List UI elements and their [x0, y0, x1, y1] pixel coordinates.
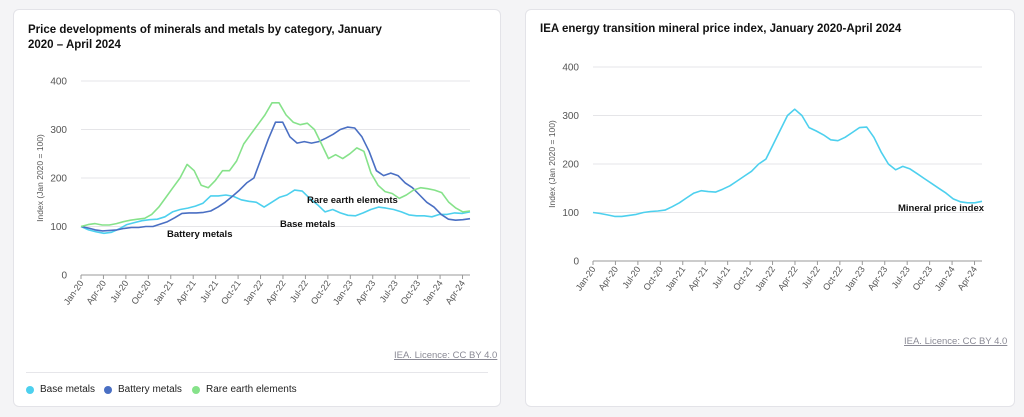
x-tick-label: Apr-21	[174, 278, 198, 306]
y-tick-label: 100	[50, 222, 67, 233]
x-tick-label: Oct-22	[309, 278, 333, 306]
legend-label: Battery metals	[118, 384, 182, 395]
y-tick-label: 400	[50, 77, 67, 88]
series-annotation: Rare earth elements	[307, 195, 398, 206]
x-tick-label: Jan-24	[933, 264, 957, 292]
x-tick-label: Apr-23	[354, 278, 378, 306]
x-tick-label: Jan-23	[331, 278, 355, 306]
chart-title: IEA energy transition mineral price inde…	[540, 23, 902, 35]
mineral-index-card: IEA energy transition mineral price inde…	[525, 9, 1015, 407]
legend-dot-base-metals	[26, 385, 34, 394]
x-tick-label: Oct-21	[731, 264, 755, 292]
x-tick-label: Oct-23	[911, 264, 935, 292]
chart-legend: Base metals Battery metals Rare earth el…	[26, 372, 488, 399]
y-axis-label: Index (Jan 2020 = 100)	[35, 134, 45, 222]
series-line-battery-metals[interactable]	[80, 121, 471, 232]
x-tick-label: Jan-24	[421, 278, 445, 306]
y-tick-label: 400	[562, 63, 579, 74]
series-line-mineral-price-index[interactable]	[592, 108, 983, 218]
x-tick-label: Jan-20	[574, 264, 598, 292]
x-tick-label: Apr-20	[84, 278, 108, 306]
x-tick-label: Apr-23	[866, 264, 890, 292]
x-tick-label: Jul-20	[620, 264, 642, 290]
y-tick-label: 200	[50, 174, 67, 185]
x-tick-label: Oct-21	[219, 278, 243, 306]
x-tick-label: Jul-21	[710, 264, 732, 290]
x-tick-label: Jan-22	[753, 264, 777, 292]
y-tick-label: 100	[562, 208, 579, 219]
x-tick-label: Apr-24	[955, 264, 979, 292]
x-tick-label: Jan-20	[62, 278, 86, 306]
x-tick-label: Apr-20	[596, 264, 620, 292]
x-tick-label: Jul-23	[378, 278, 400, 304]
x-tick-label: Jan-21	[151, 278, 175, 306]
y-axis-label: Index (Jan 2020 = 100)	[547, 120, 557, 208]
x-tick-label: Apr-21	[686, 264, 710, 292]
x-tick-label: Jul-22	[288, 278, 310, 304]
x-tick-label: Apr-24	[443, 278, 467, 306]
licence-link[interactable]: IEA. Licence: CC BY 4.0	[904, 336, 1008, 347]
x-tick-label: Apr-22	[776, 264, 800, 292]
x-tick-label: Jul-22	[800, 264, 822, 290]
x-tick-label: Jan-21	[663, 264, 687, 292]
y-tick-label: 300	[50, 125, 67, 136]
legend-label: Rare earth elements	[206, 384, 297, 395]
x-tick-label: Jan-22	[241, 278, 265, 306]
y-tick-label: 200	[562, 160, 579, 171]
legend-item-battery-metals[interactable]: Battery metals	[104, 384, 182, 395]
x-tick-label: Jul-21	[198, 278, 220, 304]
series-line-base-metals[interactable]	[80, 189, 471, 235]
series-annotation: Base metals	[280, 219, 335, 230]
x-tick-label: Oct-20	[641, 264, 665, 292]
y-tick-label: 0	[61, 271, 67, 282]
category-price-card: Price developments of minerals and metal…	[13, 9, 501, 407]
series-annotation: Battery metals	[167, 229, 232, 240]
mineral-index-chart: 0 100 200 300 400 Index (Jan 2020 = 100) Jan-2…	[547, 63, 985, 293]
x-tick-label: Oct-22	[821, 264, 845, 292]
licence-link[interactable]: IEA. Licence: CC BY 4.0	[394, 350, 498, 361]
x-tick-label: Apr-22	[264, 278, 288, 306]
category-price-chart: 0 100 200 300 400 Index (Jan 2020 = 100) Jan-2…	[35, 77, 471, 307]
y-tick-label: 0	[573, 257, 579, 268]
x-tick-label: Jan-23	[843, 264, 867, 292]
series-annotation: Mineral price index	[898, 203, 985, 214]
x-tick-label: Oct-20	[129, 278, 153, 306]
legend-dot-battery-metals	[104, 385, 112, 394]
x-tick-label: Jul-20	[108, 278, 130, 304]
legend-item-rare-earth[interactable]: Rare earth elements	[192, 384, 297, 395]
legend-dot-rare-earth	[192, 385, 200, 394]
y-tick-label: 300	[562, 111, 579, 122]
legend-item-base-metals[interactable]: Base metals	[26, 384, 95, 395]
legend-label: Base metals	[40, 384, 96, 395]
series-line-rare-earth-elements[interactable]	[80, 102, 471, 228]
chart-title: Price developments of minerals and metal…	[28, 24, 382, 51]
x-tick-label: Jul-23	[890, 264, 912, 290]
x-tick-label: Oct-23	[399, 278, 423, 306]
